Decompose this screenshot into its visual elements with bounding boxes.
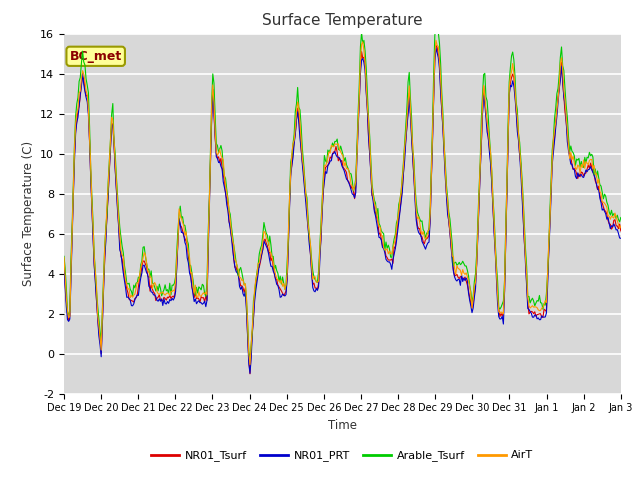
Title: Surface Temperature: Surface Temperature — [262, 13, 422, 28]
Y-axis label: Surface Temperature (C): Surface Temperature (C) — [22, 141, 35, 286]
Legend: NR01_Tsurf, NR01_PRT, Arable_Tsurf, AirT: NR01_Tsurf, NR01_PRT, Arable_Tsurf, AirT — [147, 446, 538, 466]
Text: BC_met: BC_met — [70, 50, 122, 63]
X-axis label: Time: Time — [328, 419, 357, 432]
